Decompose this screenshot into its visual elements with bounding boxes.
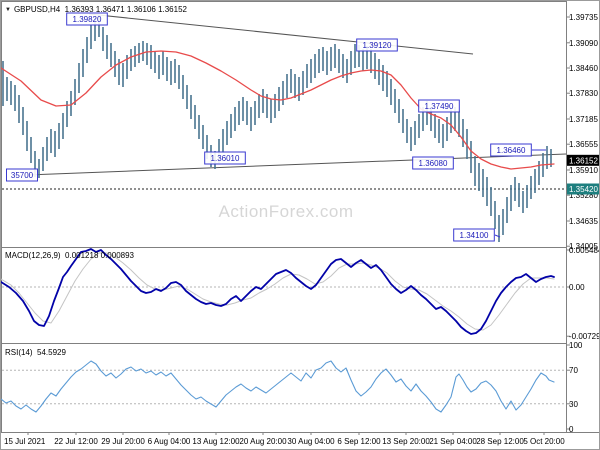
x-axis-label: 13 Sep 20:00 [382, 437, 430, 446]
resistance-trendline [88, 13, 474, 55]
price-annotation-text: 1.37490 [425, 102, 454, 111]
price-annotation-box [356, 38, 398, 52]
macd-signal-line [1, 252, 555, 331]
x-axis-label: 22 Jul 12:00 [54, 437, 98, 446]
price-axis-tick: 1.37185 [569, 115, 598, 124]
ohlc-values: 1.36393 1.36471 1.36106 1.36152 [64, 5, 187, 14]
x-axis-label: 13 Aug 12:00 [192, 437, 240, 446]
price-annotation-box [453, 228, 495, 242]
symbol-dropdown-icon[interactable]: ▼ [5, 7, 11, 13]
price-annotation-box [412, 156, 454, 170]
x-axis-label: 20 Aug 20:00 [239, 437, 287, 446]
rsi-axis-tick: 100 [569, 341, 583, 350]
current-price-badge-text: 1.36152 [569, 156, 598, 165]
macd-axis-tick: 0.005484 [569, 246, 600, 255]
x-axis-label: 6 Aug 04:00 [148, 437, 191, 446]
price-annotation-text: 1.36460 [497, 146, 526, 155]
x-axis-label: 15 Jul 2021 [4, 437, 46, 446]
rsi-header: RSI(14) 54.5929 [5, 348, 66, 357]
price-axis-tick: 1.37830 [569, 89, 598, 98]
chart-title: ▼ GBPUSD,H4 1.36393 1.36471 1.36106 1.361… [5, 5, 187, 14]
rsi-line [1, 360, 555, 413]
macd-axis-tick: 0.00 [569, 283, 585, 292]
macd-header: MACD(12,26,9) 0.001218 0.000893 [5, 251, 134, 260]
price-annotation-text: 1.36010 [211, 154, 240, 163]
price-axis-tick: 1.39090 [569, 39, 598, 48]
macd-main-line [1, 248, 555, 335]
price-axis-tick: 1.34005 [569, 242, 598, 251]
price-annotation-text: 1.34100 [460, 231, 489, 240]
price-annotation-box [490, 143, 532, 157]
price-annotation-text: 1.39820 [73, 15, 102, 24]
support-trendline [26, 153, 567, 176]
annotation-tail [494, 234, 501, 238]
rsi-axis-tick: 0 [569, 425, 574, 434]
macd-label: MACD(12,26,9) [5, 251, 61, 260]
price-annotation-box [66, 12, 108, 26]
x-axis-label: 30 Aug 04:00 [287, 437, 335, 446]
price-annotation-box [204, 151, 246, 165]
macd-values: 0.001218 0.000893 [65, 251, 134, 260]
price-axis-tick: 1.35910 [569, 166, 598, 175]
x-axis-label: 6 Sep 12:00 [337, 437, 381, 446]
price-axis-tick: 1.35280 [569, 191, 598, 200]
rsi-axis-tick: 30 [569, 400, 578, 409]
moving-average-line [1, 50, 555, 170]
teal-level-badge [567, 183, 599, 195]
rsi-label: RSI(14) [5, 348, 33, 357]
watermark: ActionForex.com [218, 202, 354, 221]
price-axis-tick: 1.39735 [569, 13, 598, 22]
price-annotation-box [6, 168, 38, 182]
x-axis-label: 5 Oct 20:00 [523, 437, 565, 446]
macd-axis-tick: -0.00729 [569, 332, 600, 341]
price-annotation-text: 35700 [11, 171, 34, 180]
symbol-label: GBPUSD,H4 [13, 5, 61, 14]
price-annotation-text: 1.39120 [363, 41, 392, 50]
price-axis-tick: 1.34635 [569, 217, 598, 226]
rsi-axis-tick: 70 [569, 366, 578, 375]
current-price-badge [567, 154, 599, 166]
price-annotation-text: 1.36080 [419, 159, 448, 168]
price-axis-tick: 1.38460 [569, 64, 598, 73]
x-axis-label: 28 Sep 12:00 [476, 437, 524, 446]
teal-level-badge-text: 1.35420 [569, 185, 598, 194]
x-axis-label: 29 Jul 20:00 [101, 437, 145, 446]
rsi-value: 54.5929 [37, 348, 66, 357]
price-annotation-box [418, 99, 460, 113]
price-axis-tick: 1.36555 [569, 140, 598, 149]
x-axis-label: 21 Sep 04:00 [429, 437, 477, 446]
